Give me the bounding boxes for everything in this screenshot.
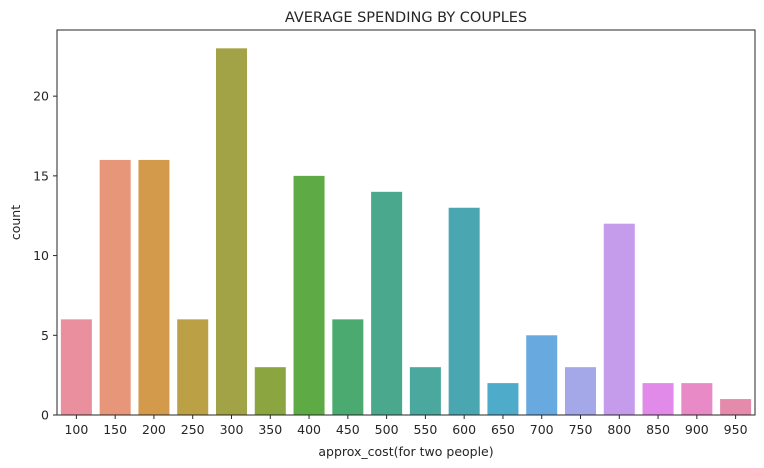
bar-400	[293, 175, 325, 415]
x-tick-label: 850	[646, 422, 670, 437]
bars-group	[60, 48, 752, 415]
x-tick-label: 400	[297, 422, 321, 437]
y-axis: 0 5 10 15 20	[33, 89, 57, 423]
bar-800	[603, 223, 635, 415]
y-tick-label: 10	[33, 248, 49, 263]
bar-350	[254, 367, 286, 415]
bar-650	[487, 383, 519, 415]
bar-250	[177, 319, 209, 415]
bar-700	[526, 335, 558, 415]
x-tick-label: 150	[103, 422, 127, 437]
x-tick-label: 250	[181, 422, 205, 437]
x-tick-label: 700	[530, 422, 554, 437]
x-tick-label: 950	[724, 422, 748, 437]
x-tick-label: 800	[607, 422, 631, 437]
x-axis-label: approx_cost(for two people)	[318, 444, 493, 459]
bar-100	[60, 319, 92, 415]
bar-550	[409, 367, 441, 415]
bar-950	[720, 399, 752, 415]
x-tick-label: 550	[413, 422, 437, 437]
y-tick-label: 15	[33, 168, 49, 183]
chart-title: AVERAGE SPENDING BY COUPLES	[285, 10, 527, 26]
x-tick-label: 500	[375, 422, 399, 437]
y-tick-label: 20	[33, 89, 49, 104]
x-tick-label: 100	[64, 422, 88, 437]
x-tick-label: 900	[685, 422, 709, 437]
x-tick-label: 450	[336, 422, 360, 437]
x-axis: 100 150 200 250 300 350 400 450 500 550 600 650 700 7…	[64, 415, 748, 437]
bar-900	[681, 383, 713, 415]
bar-150	[99, 159, 131, 415]
x-tick-label: 300	[220, 422, 244, 437]
y-tick-label: 5	[41, 328, 49, 343]
bar-300	[215, 48, 248, 415]
y-tick-label: 0	[41, 408, 49, 423]
x-tick-label: 750	[569, 422, 593, 437]
bar-850	[642, 383, 674, 415]
x-tick-label: 650	[491, 422, 515, 437]
bar-450	[332, 319, 364, 415]
x-tick-label: 600	[452, 422, 476, 437]
plot-frame	[56, 29, 756, 416]
bar-500	[371, 191, 403, 415]
x-tick-label: 200	[142, 422, 166, 437]
x-tick-label: 350	[258, 422, 282, 437]
bar-200	[138, 159, 170, 415]
y-axis-label: count	[8, 205, 23, 240]
bar-750	[564, 367, 597, 415]
bar-600	[448, 207, 480, 415]
